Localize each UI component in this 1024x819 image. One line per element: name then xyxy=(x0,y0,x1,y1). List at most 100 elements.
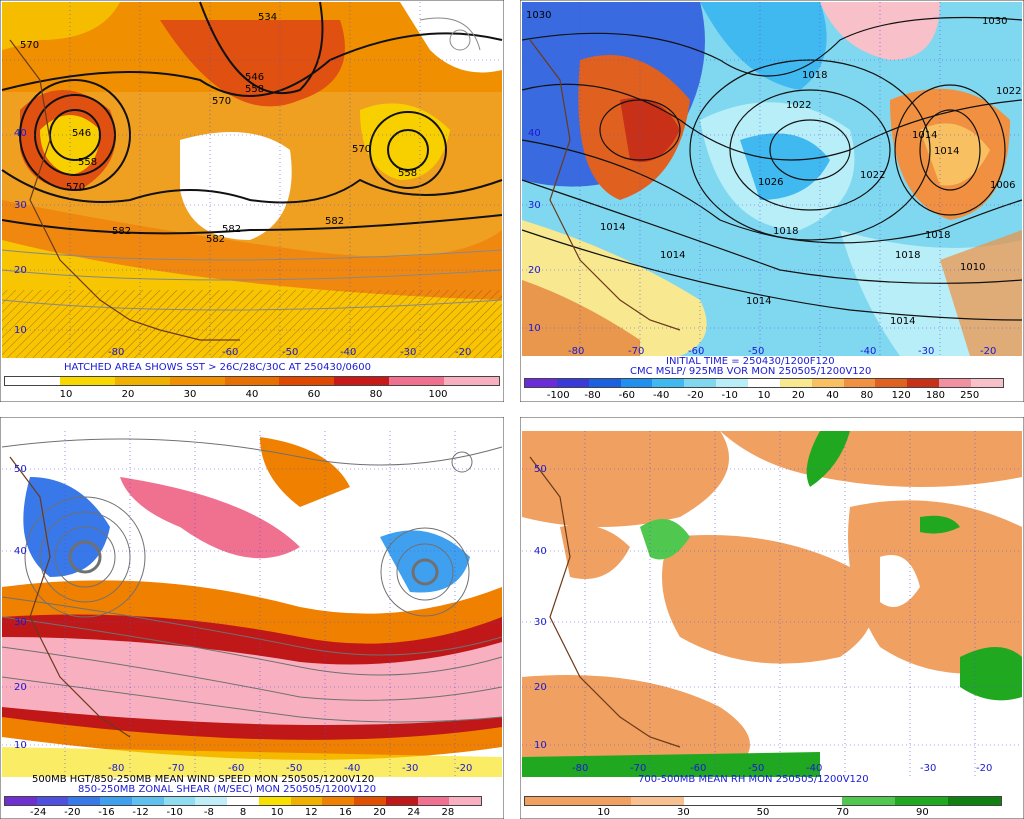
lon-label: -80 xyxy=(568,346,584,357)
panel-mslp-vorticity: 40 30 20 10 -80 -70 -60 -50 -40 -30 -20 … xyxy=(520,0,1024,402)
lat-label: 20 xyxy=(528,265,541,276)
lon-labels-tr: -80 -70 -60 -50 -40 -30 -20 xyxy=(568,346,996,357)
lat-label: 20 xyxy=(534,682,547,693)
contour-label: 1026 xyxy=(758,177,783,188)
colorbar-swatch xyxy=(811,379,844,387)
colorbar-tick-label: 30 xyxy=(183,389,197,400)
colorbar-swatch xyxy=(258,797,291,805)
lon-label: -60 xyxy=(690,763,706,774)
contour-labels-tr: 1030 1018 1030 1022 1022 1026 1022 1014 … xyxy=(526,10,1021,327)
colorbar-swatch xyxy=(588,379,621,387)
contour-label: 534 xyxy=(258,12,277,23)
colorbar-tick-label: 40 xyxy=(245,389,259,400)
colorbar-swatch xyxy=(5,377,60,385)
colorbar-swatch xyxy=(577,797,631,805)
colorbar-ticks-bl: -24 -20 -16 -12 -10 -8 8 10 12 16 20 24 28 xyxy=(4,807,482,819)
lon-label: -40 xyxy=(860,346,876,357)
contour-label: 1022 xyxy=(860,170,885,181)
colorbar-tick-label: 12 xyxy=(304,807,318,818)
colorbar-swatch xyxy=(279,377,335,385)
colorbar-tick-label: 180 xyxy=(925,390,945,401)
lon-label: -80 xyxy=(572,763,588,774)
colorbar-swatch xyxy=(195,797,228,805)
contour-label: 570 xyxy=(66,182,85,193)
colorbar-tick-label: -20 xyxy=(64,807,81,818)
colorbar-tick-label: 10 xyxy=(597,807,611,818)
colorbar-tick-label: -60 xyxy=(618,390,636,401)
colorbar-br xyxy=(524,796,1002,806)
colorbar-tick-label: 8 xyxy=(239,807,247,818)
lon-label: -60 xyxy=(688,346,704,357)
colorbar-tick-label: 250 xyxy=(960,390,980,401)
colorbar-swatch xyxy=(948,797,1002,805)
contour-labels-tl: 570 534 546 570 558 558 546 570 558 570 … xyxy=(20,12,417,245)
contour-label: 558 xyxy=(78,157,97,168)
lon-label: -40 xyxy=(340,347,356,358)
colorbar-tick-label: -80 xyxy=(584,390,601,401)
lon-labels-bl: -80 -70 -60 -50 -40 -30 -20 xyxy=(108,763,472,774)
colorbar-ticks-br: 10 30 50 70 90 xyxy=(524,807,1002,819)
panel-wind-shear: 50 40 30 20 10 -80 -70 -60 -50 -40 -30 -… xyxy=(0,417,504,819)
contour-label: 1014 xyxy=(746,296,771,307)
lon-label: -50 xyxy=(748,763,764,774)
colorbar-tick-label: 20 xyxy=(373,807,386,818)
colorbar-swatch xyxy=(748,379,780,387)
lon-label: -60 xyxy=(228,763,244,774)
colorbar-swatch xyxy=(683,797,737,805)
contour-label: 1014 xyxy=(660,250,685,261)
colorbar-tick-label: 100 xyxy=(428,389,448,400)
lon-label: -30 xyxy=(918,346,934,357)
colorbar-swatch xyxy=(389,377,445,385)
lat-label: 30 xyxy=(14,200,27,211)
contour-label: 570 xyxy=(20,40,39,51)
colorbar-ticks-tr: -100 -80 -60 -40 -20 -10 10 20 40 80 120 180 250 xyxy=(524,390,1004,402)
contour-label: 1014 xyxy=(600,222,625,233)
colorbar-swatch xyxy=(875,379,908,387)
lat-labels-br: 50 40 30 20 10 xyxy=(534,464,547,751)
contour-label: 1018 xyxy=(925,230,950,241)
colorbar-swatch xyxy=(630,797,684,805)
lon-label: -40 xyxy=(344,763,360,774)
lon-label: -20 xyxy=(455,347,471,358)
colorbar-tick-label: -40 xyxy=(652,390,670,401)
lat-label: 40 xyxy=(14,546,27,557)
colorbar-swatch xyxy=(334,377,390,385)
colorbar-swatch xyxy=(449,797,482,805)
colorbar-tr xyxy=(524,378,1004,388)
contour-label: 1014 xyxy=(890,316,915,327)
colorbar-swatch xyxy=(131,797,164,805)
colorbar-tick-label: -10 xyxy=(166,807,183,818)
contour-label: 570 xyxy=(212,96,231,107)
panel-caption: 700-500MB MEAN RH MON 250505/1200V120 xyxy=(638,774,869,785)
colorbar-tl xyxy=(4,376,500,386)
contour-label: 558 xyxy=(245,84,264,95)
lat-labels-tl: 40 30 20 10 xyxy=(14,128,27,336)
lon-label: -70 xyxy=(630,763,646,774)
panel-sst-500mb: 40 30 20 10 -80 -60 -50 -40 -30 -20 570 … xyxy=(0,0,504,402)
lon-label: -50 xyxy=(748,346,764,357)
lon-label: -60 xyxy=(222,347,238,358)
lat-label: 10 xyxy=(528,323,541,334)
colorbar-swatch xyxy=(736,797,790,805)
colorbar-swatch xyxy=(556,379,589,387)
colorbar-bl xyxy=(4,796,482,806)
colorbar-tick-label: -24 xyxy=(29,807,47,818)
panel-caption: CMC MSLP/ 925MB VOR MON 250505/1200V120 xyxy=(630,366,872,377)
lat-labels-tr: 40 30 20 10 xyxy=(528,128,541,334)
colorbar-swatch xyxy=(620,379,653,387)
lat-label: 50 xyxy=(534,464,547,475)
colorbar-tick-label: 80 xyxy=(369,389,383,400)
colorbar-swatch xyxy=(169,377,225,385)
lat-label: 50 xyxy=(14,464,27,475)
colorbar-swatch xyxy=(417,797,450,805)
colorbar-swatch xyxy=(652,379,685,387)
lat-label: 40 xyxy=(528,128,541,139)
lat-label: 30 xyxy=(534,617,547,628)
colorbar-swatch xyxy=(716,379,749,387)
colorbar-swatch xyxy=(114,377,170,385)
lon-label: -20 xyxy=(980,346,996,357)
contour-label: 582 xyxy=(112,226,131,237)
lon-label: -30 xyxy=(920,763,936,774)
lon-label: -20 xyxy=(456,763,472,774)
contour-label: 558 xyxy=(398,168,417,179)
